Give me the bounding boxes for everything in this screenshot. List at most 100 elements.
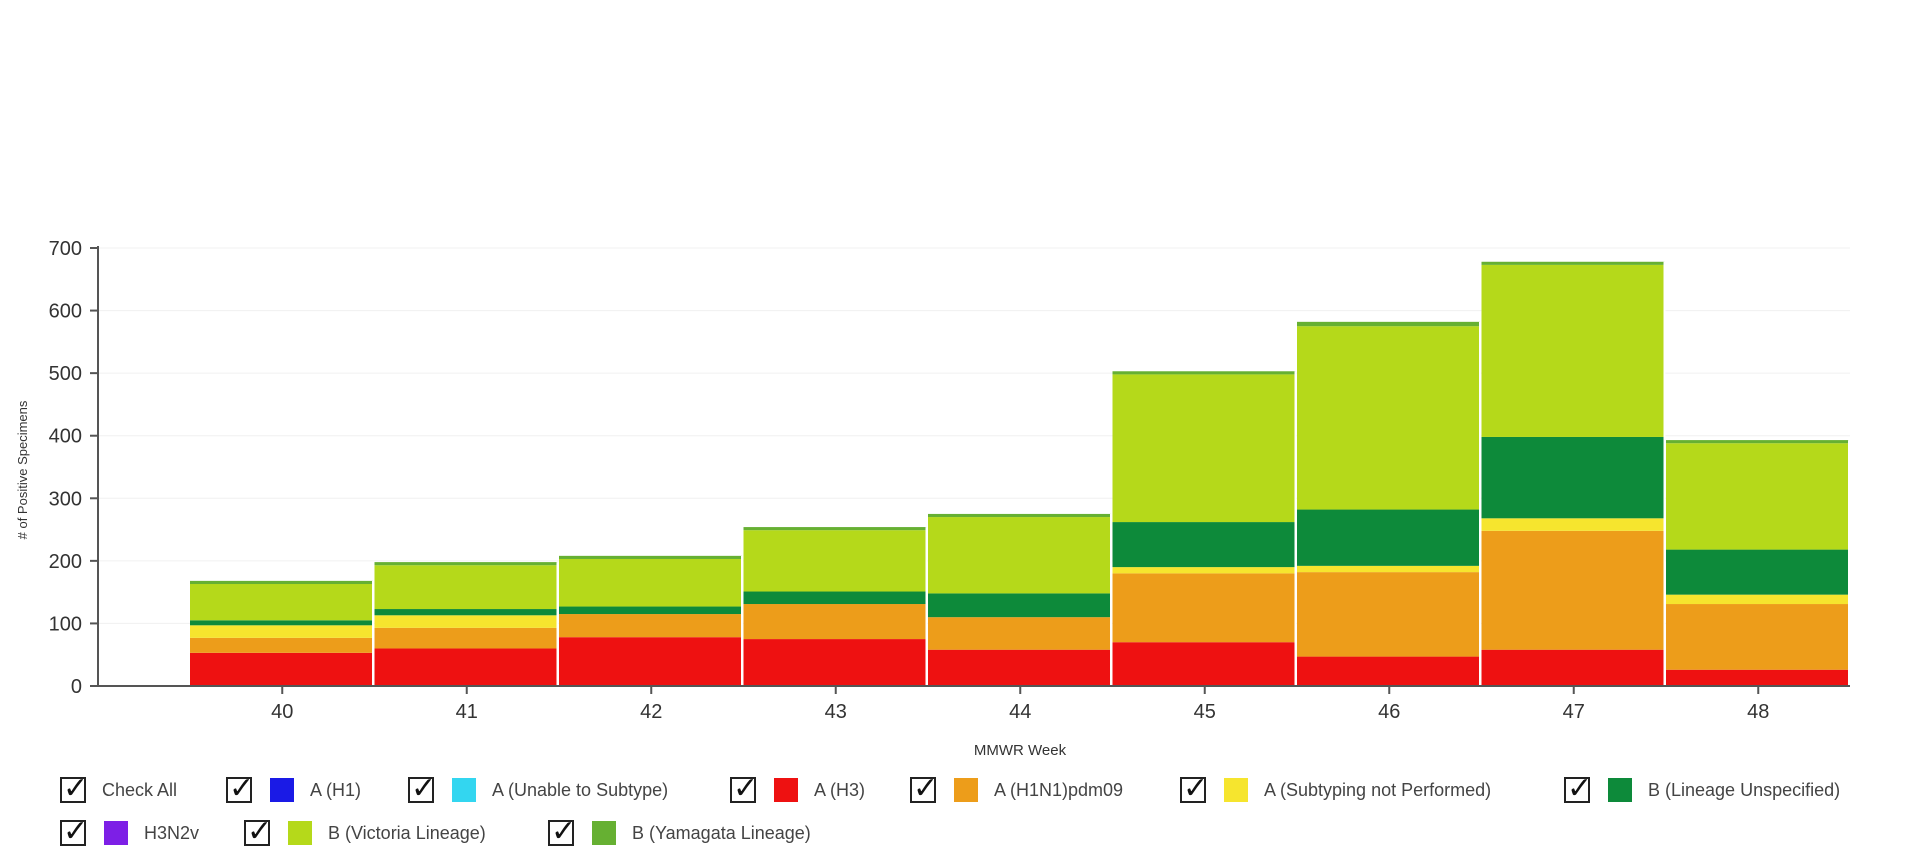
- checkbox[interactable]: [730, 771, 758, 806]
- bar-segment[interactable]: [1297, 321, 1480, 327]
- bar-segment[interactable]: [1481, 261, 1665, 265]
- checkbox[interactable]: [60, 814, 88, 849]
- bar-segment[interactable]: [1112, 567, 1296, 574]
- bar-segment[interactable]: [374, 609, 558, 616]
- legend-item-a-subtyping-not-performed[interactable]: A (Subtyping not Performed): [1180, 771, 1491, 806]
- bar-segment[interactable]: [743, 591, 927, 605]
- bar-segment[interactable]: [1666, 594, 1849, 605]
- bar-segment[interactable]: [190, 637, 373, 653]
- bar-segment[interactable]: [1481, 436, 1665, 519]
- checkbox[interactable]: [226, 771, 254, 806]
- bar-segment[interactable]: [1112, 642, 1296, 686]
- bar-segment[interactable]: [928, 517, 1111, 594]
- bar-segment[interactable]: [743, 639, 927, 686]
- y-tick-label: 700: [49, 238, 82, 260]
- bar-segment[interactable]: [1112, 374, 1296, 523]
- legend-label: A (H1): [310, 779, 362, 800]
- legend-item-a-h3[interactable]: A (H3): [730, 771, 866, 806]
- bar-segment[interactable]: [1112, 371, 1296, 375]
- legend-item-b-victoria-lineage[interactable]: B (Victoria Lineage): [244, 814, 486, 849]
- check-all-checkbox[interactable]: [60, 771, 88, 806]
- bar-segment[interactable]: [190, 652, 373, 686]
- bar-segment[interactable]: [1481, 530, 1665, 650]
- checkbox[interactable]: [910, 771, 938, 806]
- legend-item-a-h1[interactable]: A (H1): [226, 771, 362, 806]
- bar-segment[interactable]: [1481, 264, 1665, 437]
- bar-segment[interactable]: [743, 530, 927, 592]
- legend-item-b-yamagata-lineage[interactable]: B (Yamagata Lineage): [548, 814, 811, 849]
- bar-segment[interactable]: [1297, 509, 1480, 566]
- check-all-label: Check All: [102, 779, 178, 800]
- bar-segment[interactable]: [1666, 440, 1849, 444]
- legend-item-a-unable-to-subtype[interactable]: A (Unable to Subtype): [408, 771, 668, 806]
- bar-segment[interactable]: [1112, 522, 1296, 568]
- bar-segment[interactable]: [374, 615, 558, 628]
- bar-segment[interactable]: [374, 648, 558, 686]
- bar-segment[interactable]: [1112, 573, 1296, 643]
- bar-segment[interactable]: [1297, 565, 1480, 573]
- bar-segment[interactable]: [928, 617, 1111, 650]
- checkbox[interactable]: [1180, 771, 1208, 806]
- bar-segment[interactable]: [1666, 549, 1849, 595]
- x-tick-label: 48: [1747, 701, 1769, 723]
- x-tick-label: 47: [1563, 701, 1585, 723]
- legend-item-a-h1n1pdm09[interactable]: A (H1N1)pdm09: [910, 771, 1123, 806]
- bar-segment[interactable]: [559, 614, 742, 638]
- swatch: [592, 821, 616, 845]
- legend-label: B (Victoria Lineage): [328, 822, 486, 843]
- checkbox[interactable]: [548, 814, 576, 849]
- checkbox[interactable]: [408, 771, 436, 806]
- bar-segment[interactable]: [928, 649, 1111, 686]
- checkbox[interactable]: [244, 814, 272, 849]
- x-tick-label: 45: [1194, 701, 1216, 723]
- swatch: [270, 778, 294, 802]
- y-axis-label: # of Positive Specimens: [15, 400, 30, 539]
- y-tick-label: 0: [71, 676, 82, 698]
- bar-segment[interactable]: [190, 584, 373, 621]
- bar-segment[interactable]: [559, 637, 742, 686]
- x-tick-label: 42: [640, 701, 662, 723]
- bar-segment[interactable]: [374, 565, 558, 610]
- x-tick-label: 41: [456, 701, 478, 723]
- legend-item-b-lineage-unspecified[interactable]: B (Lineage Unspecified): [1564, 771, 1840, 806]
- bar-segment[interactable]: [190, 620, 373, 626]
- gridlines: [98, 247, 1850, 624]
- x-axis: 40 41 42 43 44 45 46 47 48: [98, 685, 1850, 723]
- bar-segment[interactable]: [190, 580, 373, 585]
- bar-segment[interactable]: [190, 625, 373, 638]
- x-tick-label: 46: [1378, 701, 1400, 723]
- y-axis: 0 100 200 300 400 500 600 700: [49, 238, 99, 698]
- bar-segment[interactable]: [559, 606, 742, 615]
- bar-segment[interactable]: [1297, 326, 1480, 510]
- y-tick-label: 600: [49, 301, 82, 323]
- bar-segment[interactable]: [374, 627, 558, 649]
- bar-segment[interactable]: [743, 604, 927, 640]
- bar-segment[interactable]: [559, 558, 742, 607]
- bar-segment[interactable]: [1297, 572, 1480, 657]
- bar-segment[interactable]: [1666, 443, 1849, 550]
- bars: [190, 261, 1850, 686]
- bar-segment[interactable]: [743, 527, 927, 531]
- swatch: [1608, 778, 1632, 802]
- legend-check-all[interactable]: Check All: [60, 771, 178, 806]
- bar-segment[interactable]: [928, 513, 1111, 518]
- legend-label: A (H3): [814, 779, 866, 800]
- legend-label: H3N2v: [144, 822, 200, 843]
- legend-label: B (Yamagata Lineage): [632, 822, 811, 843]
- x-tick-label: 40: [271, 701, 293, 723]
- bar-segment[interactable]: [1666, 669, 1849, 686]
- bar-segment[interactable]: [1481, 518, 1665, 531]
- swatch: [1224, 778, 1248, 802]
- bar-segment[interactable]: [1481, 649, 1665, 686]
- bar-segment[interactable]: [928, 593, 1111, 618]
- bar-segment[interactable]: [1297, 656, 1480, 686]
- swatch: [452, 778, 476, 802]
- bar-segment[interactable]: [1666, 604, 1849, 670]
- checkbox[interactable]: [1564, 771, 1592, 806]
- bar-segment[interactable]: [374, 562, 558, 566]
- y-tick-label: 200: [49, 551, 82, 573]
- bar-segment[interactable]: [559, 555, 742, 559]
- legend-item-h3n2v[interactable]: H3N2v: [60, 814, 200, 849]
